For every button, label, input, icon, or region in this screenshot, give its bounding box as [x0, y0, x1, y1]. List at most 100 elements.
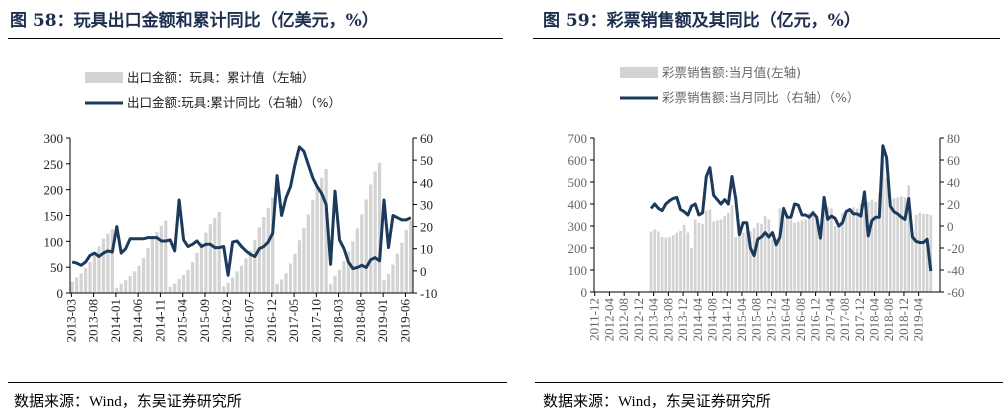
bar: [119, 283, 123, 293]
bar: [79, 273, 83, 293]
chart-59-title: 图 59：彩票销售额及其同比（亿元，%）: [543, 11, 861, 31]
bar: [369, 184, 373, 293]
bar: [855, 208, 859, 292]
yoy-line: [71, 145, 412, 277]
bar: [213, 218, 217, 293]
lottery-sales-chart: 彩票销售额:当月值(左轴)彩票销售额:当月同比（右轴）（%）0100200300…: [568, 65, 965, 342]
title-divider: [8, 38, 503, 39]
x-tick-label: 2017-10: [308, 299, 323, 342]
x-tick-label: 2015-04: [734, 298, 749, 342]
footer-divider: [8, 382, 507, 383]
bar: [75, 277, 79, 293]
bar: [929, 215, 933, 292]
x-tick-label: 2013-08: [660, 298, 675, 341]
x-tick-label: 2014-12: [719, 298, 734, 341]
legend-label: 彩票销售额:当月值(左轴): [662, 65, 801, 80]
bar: [400, 242, 404, 293]
y-tick-label-left: 500: [568, 175, 588, 190]
bar: [386, 273, 391, 293]
bar: [377, 162, 382, 293]
bar: [297, 240, 302, 293]
bar: [168, 286, 172, 293]
bar: [101, 238, 106, 293]
source-note: 数据来源：Wind，东吴证券研究所: [14, 394, 242, 410]
y-tick-label-left: 50: [50, 260, 63, 275]
bar: [262, 217, 266, 293]
y-tick-label-right: 50: [420, 153, 433, 168]
bar: [708, 209, 712, 292]
chart-58-title: 图 58：玩具出口金额和累计同比（亿美元，%）: [10, 11, 379, 31]
bar: [364, 199, 368, 293]
bar: [804, 219, 807, 292]
x-tick-label: 2016-12: [808, 298, 823, 341]
bar: [819, 228, 822, 292]
x-tick-label: 2019-06: [397, 299, 412, 343]
bar: [124, 280, 128, 293]
bar: [382, 280, 386, 293]
x-tick-label: 2018-08: [353, 299, 368, 342]
bar: [785, 216, 789, 292]
bar: [719, 219, 723, 292]
bar: [164, 220, 168, 293]
bar: [360, 214, 364, 293]
bar: [664, 237, 668, 292]
bar: [248, 250, 253, 293]
x-tick-label: 2014-01: [108, 299, 123, 342]
bar: [177, 279, 181, 293]
y-tick-label-right: 40: [947, 175, 960, 190]
bar: [885, 177, 888, 292]
x-tick-label: 2015-12: [763, 298, 778, 341]
x-tick-label: 2012-04: [601, 298, 616, 342]
bar: [796, 221, 800, 292]
y-tick-label-right: -60: [947, 285, 964, 300]
y-tick-label-left: 0: [581, 285, 588, 300]
x-tick-label: 2014-08: [705, 298, 720, 341]
bar: [778, 208, 782, 292]
x-tick-label: 2017-12: [852, 298, 867, 341]
bar: [235, 271, 239, 293]
x-tick-label: 2013-08: [86, 299, 101, 342]
y-tick-label-left: 400: [568, 197, 588, 212]
bar: [911, 237, 914, 292]
bar: [190, 262, 195, 293]
y-tick-label-right: 40: [420, 175, 433, 190]
bar: [70, 281, 74, 293]
bar: [760, 223, 763, 292]
bar: [373, 171, 377, 293]
bar: [288, 263, 293, 293]
bar: [907, 185, 911, 292]
bar: [922, 213, 925, 292]
bar: [88, 262, 92, 293]
bar: [668, 237, 671, 292]
x-tick-label: 2019-01: [375, 299, 390, 342]
bar: [896, 197, 899, 292]
bar: [756, 222, 760, 292]
y-tick-label-left: 300: [44, 131, 64, 146]
bar: [106, 233, 110, 293]
x-tick-label: 2016-04: [778, 298, 793, 342]
x-tick-label: 2012-08: [616, 298, 631, 341]
bar: [660, 237, 664, 292]
bar: [903, 197, 907, 292]
bar: [925, 213, 929, 292]
bar: [409, 220, 413, 293]
y-tick-label-left: 250: [44, 157, 64, 172]
bar: [195, 252, 199, 293]
x-tick-label: 2016-08: [793, 298, 808, 341]
y-tick-label-right: -10: [420, 286, 437, 301]
bar: [866, 201, 870, 292]
y-tick-label-left: 300: [568, 219, 588, 234]
bar: [320, 177, 324, 293]
y-tick-label-right: 60: [947, 153, 960, 168]
x-tick-label: 2016-07: [242, 299, 257, 343]
title-divider: [533, 38, 1000, 39]
bar: [822, 206, 826, 292]
bar: [793, 222, 796, 292]
y-tick-label-left: 600: [568, 153, 588, 168]
bar: [811, 210, 815, 292]
bar: [284, 273, 288, 293]
bar: [266, 207, 270, 293]
y-tick-label-right: 10: [420, 242, 433, 257]
x-tick-label: 2015-04: [175, 299, 190, 343]
bar: [226, 282, 230, 293]
